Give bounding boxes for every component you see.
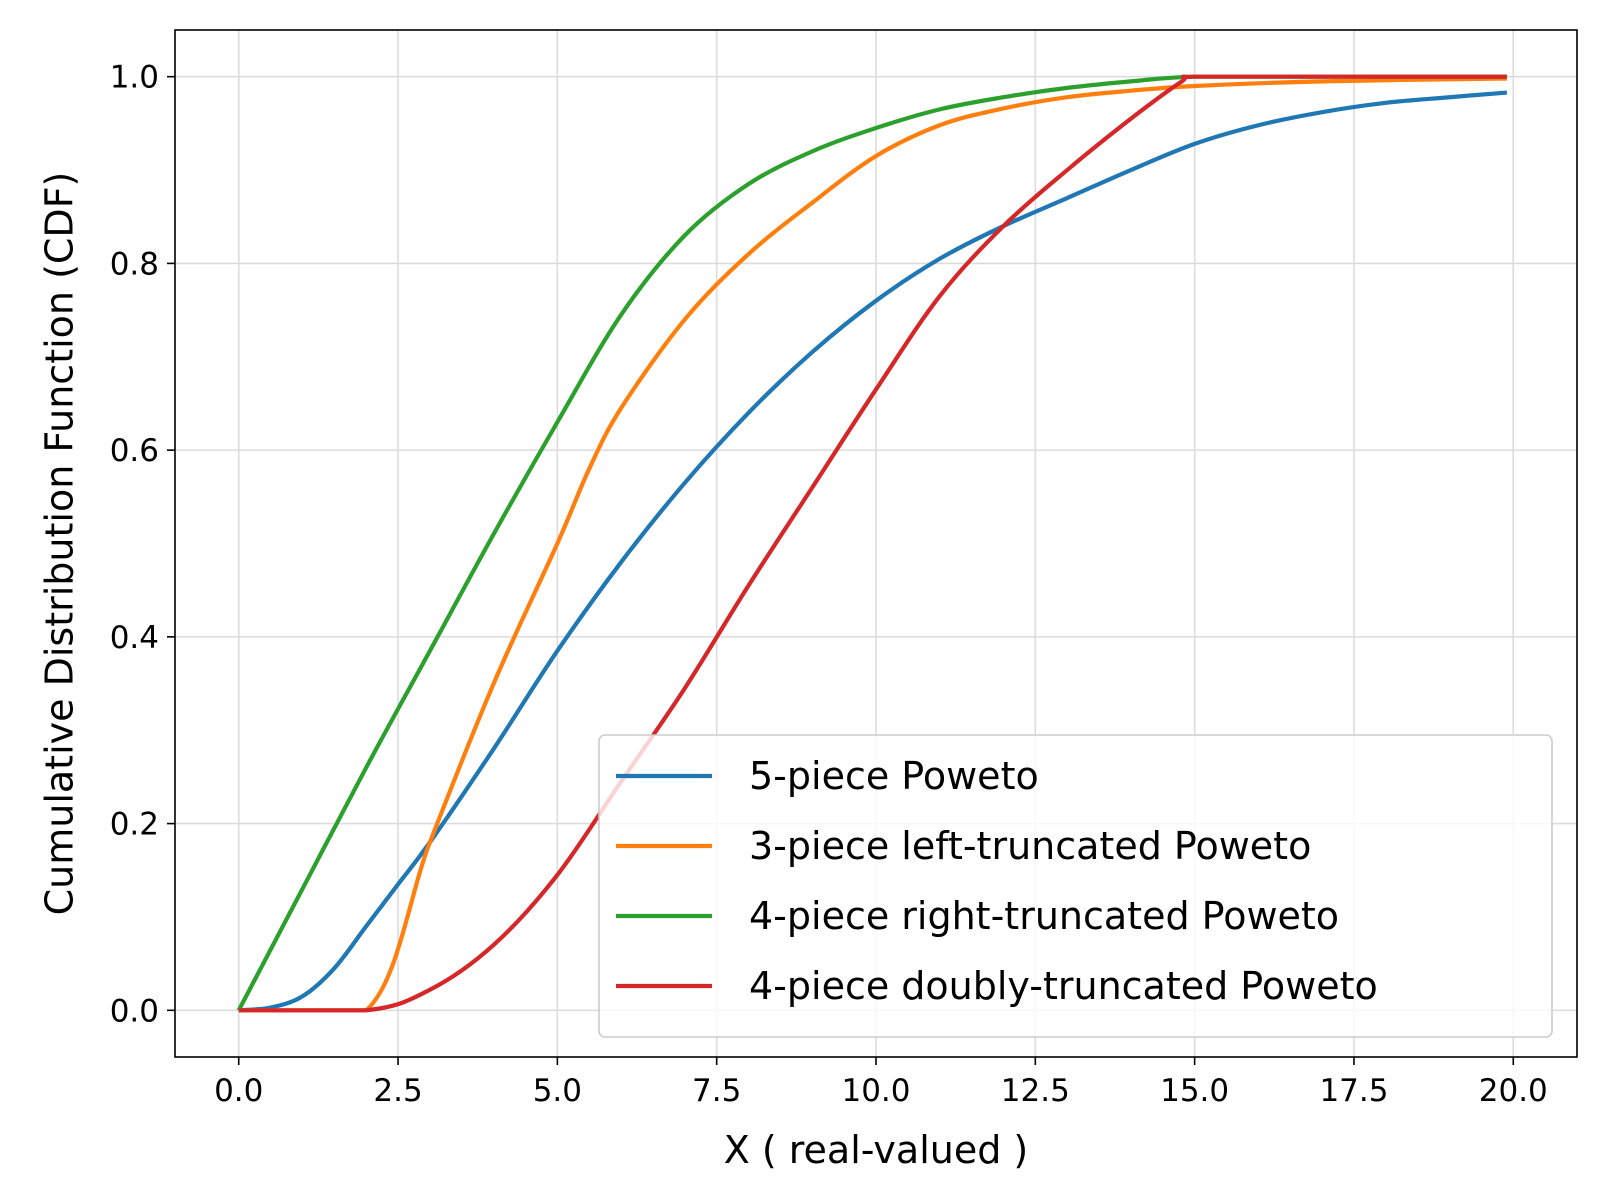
- y-tick-label: 0.0: [110, 993, 159, 1029]
- x-axis-label: X ( real-valued ): [724, 1128, 1029, 1172]
- y-tick-label: 0.8: [110, 246, 159, 282]
- series-line-3: [236, 74, 1507, 1012]
- y-tick-label: 0.4: [110, 620, 159, 656]
- y-tick-label: 1.0: [110, 60, 159, 96]
- y-tick-label: 0.6: [110, 433, 159, 469]
- x-tick-label: 0.0: [214, 1073, 263, 1109]
- legend-label: 3-piece left-truncated Poweto: [749, 824, 1311, 868]
- series-line-1: [238, 90, 1508, 1013]
- y-tick-label: 0.2: [110, 807, 159, 843]
- x-tick-label: 20.0: [1479, 1073, 1548, 1109]
- legend-box: [598, 734, 1553, 1038]
- series-line-2: [238, 76, 1507, 1013]
- legend: 5-piece Poweto 3-piece left-truncated Pow…: [598, 734, 1553, 1038]
- legend-label: 4-piece right-truncated Poweto: [749, 894, 1339, 938]
- y-axis-label: Cumulative Distribution Function (CDF): [38, 172, 82, 916]
- x-tick-label: 5.0: [533, 1073, 582, 1109]
- legend-label: 4-piece doubly-truncated Poweto: [749, 964, 1378, 1008]
- series-lines: [236, 74, 1508, 1013]
- ticks: 0.0 2.5 5.0 7.5 10.0 12.5 15.0 17.5 20.0 0.0 0.2 0.…: [110, 60, 1548, 1109]
- grid: [175, 30, 1577, 1057]
- x-tick-label: 10.0: [841, 1073, 910, 1109]
- x-tick-label: 15.0: [1160, 1073, 1229, 1109]
- x-tick-label: 7.5: [692, 1073, 741, 1109]
- x-tick-label: 12.5: [1001, 1073, 1070, 1109]
- series-line-4: [238, 74, 1507, 1013]
- x-tick-label: 17.5: [1319, 1073, 1388, 1109]
- x-tick-label: 2.5: [373, 1073, 422, 1109]
- legend-label: 5-piece Poweto: [749, 754, 1039, 798]
